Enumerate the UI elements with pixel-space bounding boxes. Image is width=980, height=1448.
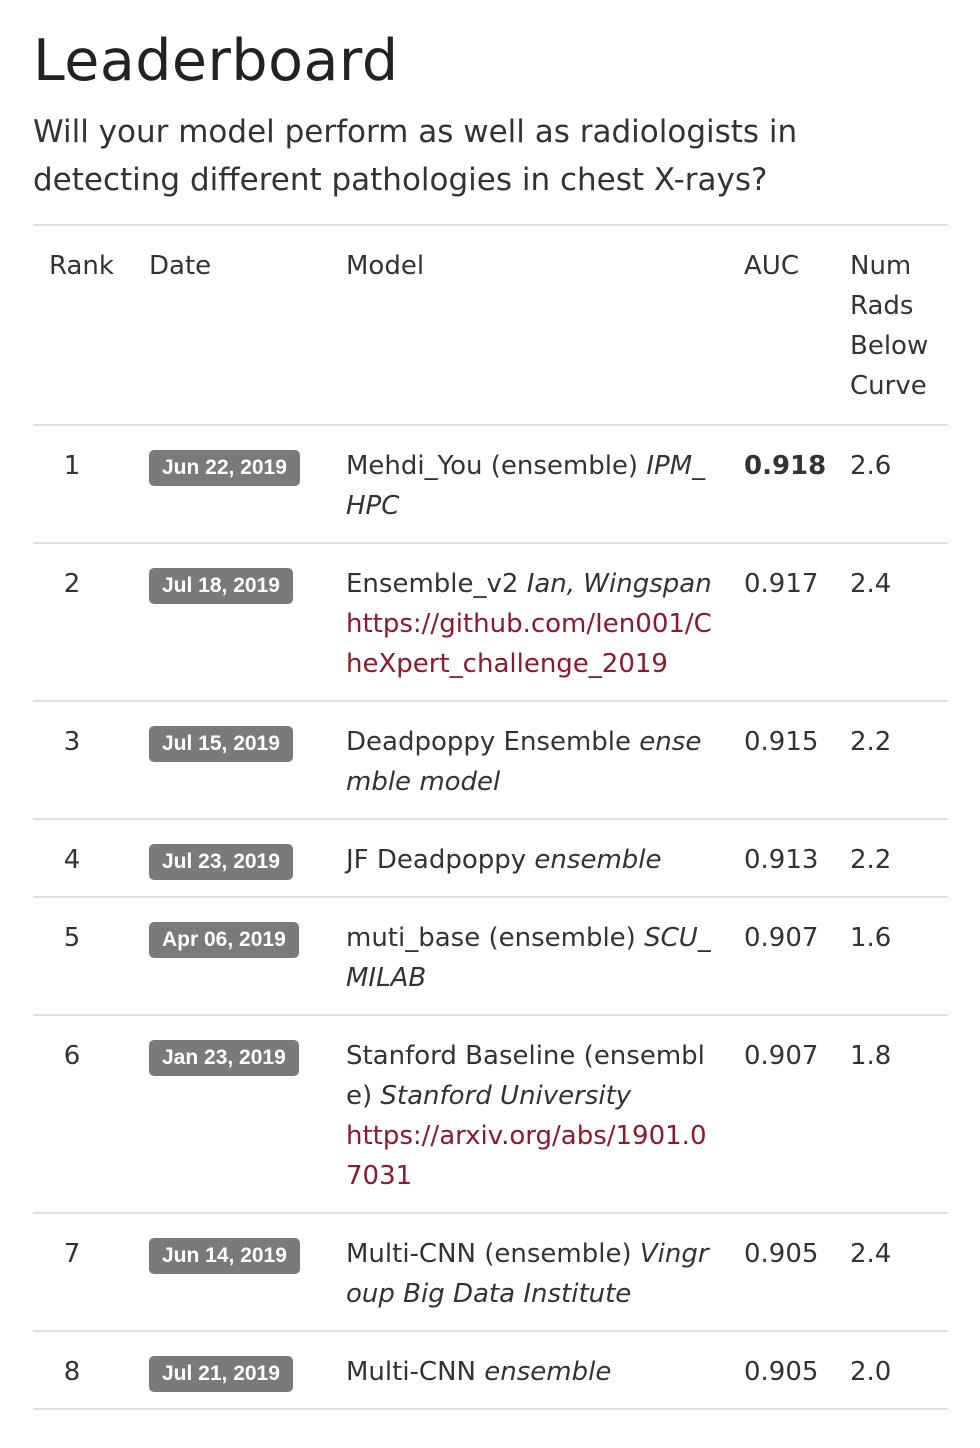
model-cell: Multi-CNN (ensemble) Vingroup Big Data I… [330,1213,728,1332]
model-cell: Ensemble_v2 Ian, Wingspan https://github.… [330,543,728,702]
auc-cell: 0.907 [728,1015,834,1214]
column-header-rank: Rank [33,225,133,426]
model-cell: JF Deadpoppy ensemble [330,819,728,898]
model-name: Deadpoppy Ensemble [346,727,632,757]
rank-cell: 3 [33,701,133,820]
auc-cell: 0.905 [728,1213,834,1332]
auc-cell: 0.917 [728,543,834,702]
column-header-model: Model [330,225,728,426]
model-affiliation: SCU_MILAB [346,923,711,993]
model-cell: Stanford Baseline (ensemble) Stanford Un… [330,1015,728,1214]
page-title: Leaderboard [33,28,399,94]
model-affiliation: ensemble [484,1357,612,1387]
column-header-num-rads: Num Rads Below Curve [834,225,948,426]
rank-cell: 5 [33,897,133,1016]
model-affiliation: IPM_HPC [346,451,706,521]
date-badge: Apr 06, 2019 [149,922,299,958]
model-cell: Deadpoppy Ensemble ensemble model [330,701,728,820]
rank-cell: 6 [33,1015,133,1214]
table-row: 2 Jul 18, 2019 Ensemble_v2 Ian, Wingspan ht… [33,543,948,702]
date-badge: Jul 23, 2019 [149,844,293,880]
table-row: 1 Jun 22, 2019 Mehdi_You (ensemble) IPM_HP… [33,425,948,544]
model-paper-link[interactable]: https://arxiv.org/abs/1901.07031 [346,1121,707,1191]
date-cell: Jun 22, 2019 [133,425,330,544]
leaderboard-body: 1 Jun 22, 2019 Mehdi_You (ensemble) IPM_HP… [33,425,948,1410]
date-cell: Jul 21, 2019 [133,1331,330,1410]
model-affiliation: ensemble model [346,727,702,797]
model-name: muti_base (ensemble) [346,923,636,953]
model-name: Multi-CNN (ensemble) [346,1239,632,1269]
date-cell: Jul 23, 2019 [133,819,330,898]
column-header-date: Date [133,225,330,426]
date-badge: Jun 22, 2019 [149,450,300,486]
date-badge: Jul 21, 2019 [149,1356,293,1392]
model-name: Ensemble_v2 [346,569,519,599]
rank-cell: 2 [33,543,133,702]
table-row: 6 Jan 23, 2019 Stanford Baseline (ensemble… [33,1015,948,1214]
auc-cell: 0.907 [728,897,834,1016]
num-rads-cell: 1.6 [834,897,948,1016]
auc-cell: 0.918 [728,425,834,544]
leaderboard-page: Leaderboard Will your model perform as w… [33,28,948,1410]
leaderboard-table: Rank Date Model AUC Num Rads Below Curve… [33,224,948,1410]
model-affiliation: ensemble [534,845,662,875]
date-badge: Jan 23, 2019 [149,1040,299,1076]
num-rads-cell: 1.8 [834,1015,948,1214]
date-cell: Jan 23, 2019 [133,1015,330,1214]
auc-cell: 0.905 [728,1331,834,1410]
date-badge: Jun 14, 2019 [149,1238,300,1274]
table-row: 7 Jun 14, 2019 Multi-CNN (ensemble) Vingro… [33,1213,948,1332]
model-cell: Multi-CNN ensemble [330,1331,728,1410]
table-row: 3 Jul 15, 2019 Deadpoppy Ensemble ensemble… [33,701,948,820]
table-header-row: Rank Date Model AUC Num Rads Below Curve [33,225,948,426]
date-cell: Apr 06, 2019 [133,897,330,1016]
date-badge: Jul 15, 2019 [149,726,293,762]
auc-cell: 0.913 [728,819,834,898]
table-row: 8 Jul 21, 2019 Multi-CNN ensemble 0.905 2.0 [33,1331,948,1410]
rank-cell: 1 [33,425,133,544]
model-name: Mehdi_You (ensemble) [346,451,639,481]
model-paper-link[interactable]: https://github.com/Ien001/CheXpert_chall… [346,609,712,679]
rank-cell: 4 [33,819,133,898]
model-affiliation: Ian, Wingspan [526,569,712,599]
model-name: Multi-CNN [346,1357,476,1387]
num-rads-cell: 2.4 [834,543,948,702]
date-cell: Jul 18, 2019 [133,543,330,702]
model-name: Stanford Baseline (ensemble) [346,1041,705,1111]
model-cell: Mehdi_You (ensemble) IPM_HPC [330,425,728,544]
rank-cell: 8 [33,1331,133,1410]
page-subtitle: Will your model perform as well as radio… [33,114,798,198]
model-cell: muti_base (ensemble) SCU_MILAB [330,897,728,1016]
model-affiliation: Stanford University [380,1081,632,1111]
table-row: 5 Apr 06, 2019 muti_base (ensemble) SCU_MI… [33,897,948,1016]
rank-cell: 7 [33,1213,133,1332]
num-rads-cell: 2.6 [834,425,948,544]
num-rads-cell: 2.4 [834,1213,948,1332]
table-row: 4 Jul 23, 2019 JF Deadpoppy ensemble 0.913 2… [33,819,948,898]
date-cell: Jun 14, 2019 [133,1213,330,1332]
model-name: JF Deadpoppy [346,845,527,875]
date-badge: Jul 18, 2019 [149,568,293,604]
date-cell: Jul 15, 2019 [133,701,330,820]
num-rads-cell: 2.2 [834,819,948,898]
column-header-auc: AUC [728,225,834,426]
auc-cell: 0.915 [728,701,834,820]
num-rads-cell: 2.0 [834,1331,948,1410]
model-affiliation: Vingroup Big Data Institute [346,1239,709,1309]
num-rads-cell: 2.2 [834,701,948,820]
